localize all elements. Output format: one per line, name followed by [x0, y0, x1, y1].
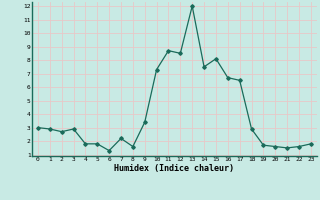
X-axis label: Humidex (Indice chaleur): Humidex (Indice chaleur): [115, 164, 234, 173]
